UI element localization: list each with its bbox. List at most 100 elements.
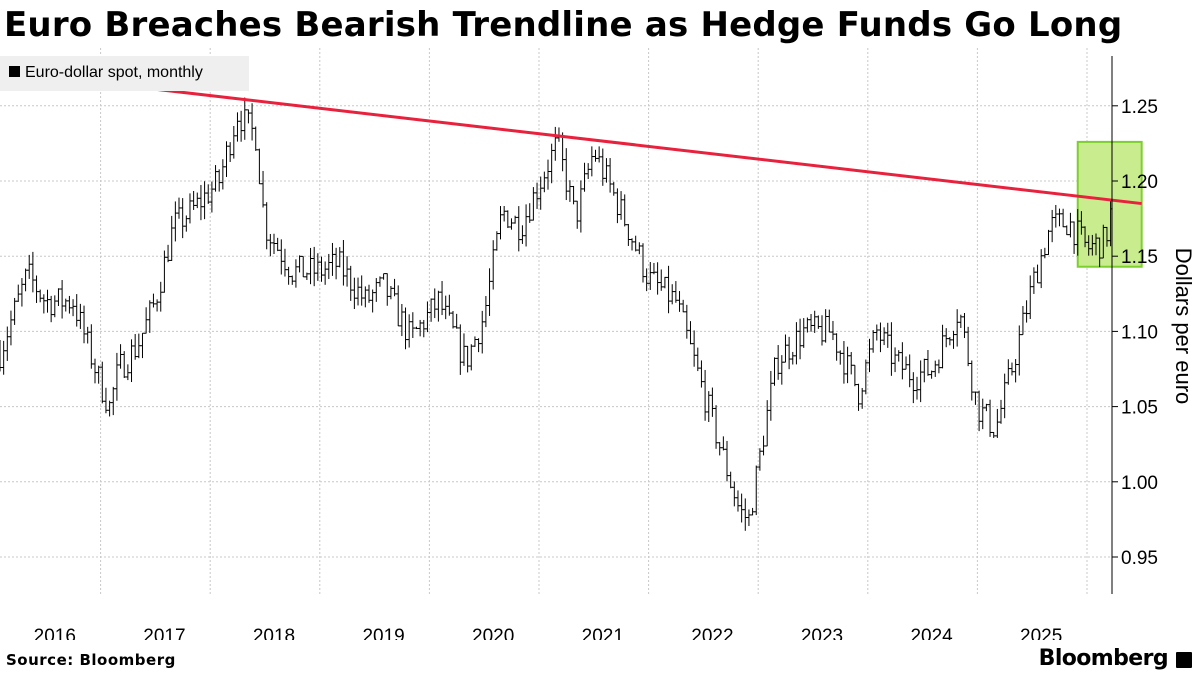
price-bar — [560, 132, 565, 172]
price-bar — [114, 352, 119, 401]
price-bar — [889, 322, 894, 376]
price-bar — [451, 311, 456, 329]
price-bar — [622, 194, 627, 227]
price-bar — [290, 275, 295, 285]
price-bar — [812, 310, 817, 333]
price-bar — [396, 285, 401, 327]
price-bar — [838, 350, 843, 365]
price-bar — [184, 215, 189, 232]
x-tick-label: 2018 — [253, 626, 295, 640]
price-bar — [546, 159, 550, 190]
price-bar — [860, 387, 865, 409]
y-tick-label: 1.20 — [1121, 172, 1158, 193]
price-bar — [410, 312, 415, 338]
price-bar — [38, 289, 43, 303]
legend: Euro-dollar spot, monthly — [0, 56, 249, 91]
price-bar — [377, 276, 382, 287]
price-bar — [820, 315, 824, 346]
price-bar — [432, 288, 437, 319]
price-bar — [801, 318, 806, 348]
price-bar — [1028, 275, 1033, 319]
price-bar — [597, 146, 602, 163]
price-bar — [293, 259, 298, 288]
price-bar — [593, 149, 598, 162]
price-bar — [1024, 300, 1029, 323]
price-bar — [640, 243, 645, 283]
price-bar — [162, 250, 167, 293]
price-bars — [0, 97, 1113, 531]
price-bar — [721, 436, 726, 451]
price-bar — [483, 296, 488, 328]
price-bar — [147, 300, 152, 333]
price-bar — [16, 284, 21, 302]
price-bar — [334, 247, 339, 280]
price-bar — [279, 239, 284, 275]
price-bar — [195, 192, 200, 209]
price-bar — [805, 317, 810, 333]
price-bar — [308, 247, 313, 285]
price-bar — [425, 301, 430, 333]
price-bar — [56, 288, 61, 307]
y-axis: 0.95 1.00 1.05 1.10 1.15 1.20 1.25 — [1111, 56, 1158, 594]
price-bar — [63, 298, 68, 312]
price-bar — [874, 324, 879, 341]
price-bar — [261, 170, 266, 208]
price-bar — [852, 364, 857, 387]
x-tick-label: 2024 — [910, 626, 953, 640]
price-bar — [502, 205, 507, 222]
price-bar — [955, 309, 960, 347]
price-bar — [984, 403, 989, 412]
price-bar — [82, 305, 87, 344]
price-bar — [370, 289, 375, 313]
price-bar — [480, 310, 485, 354]
price-bar — [999, 399, 1004, 424]
price-bar — [947, 337, 952, 346]
price-bar — [330, 242, 335, 276]
price-bar — [531, 187, 536, 221]
price-bar — [1031, 267, 1036, 294]
x-tick-label: 2025 — [1020, 626, 1062, 640]
price-bar — [206, 184, 211, 204]
price-bar — [790, 351, 795, 365]
price-bar — [356, 277, 361, 306]
price-bar — [60, 280, 65, 319]
price-bar — [849, 352, 854, 375]
price-bar — [78, 303, 83, 329]
price-bar — [787, 336, 792, 370]
price-bar — [144, 307, 149, 334]
price-bar — [392, 278, 397, 297]
price-bar — [1, 340, 6, 375]
x-tick-label: 2019 — [362, 626, 404, 640]
x-tick-label: 2020 — [472, 626, 514, 640]
price-bar — [505, 210, 510, 229]
price-bar — [1020, 306, 1025, 336]
price-bar — [472, 336, 477, 347]
price-bar — [85, 326, 90, 344]
price-bar — [345, 256, 350, 287]
price-bar — [228, 142, 233, 162]
price-bar — [359, 275, 364, 306]
legend-background — [0, 56, 249, 91]
price-bar — [582, 162, 587, 192]
price-bar — [1050, 209, 1055, 243]
price-bar — [662, 276, 667, 289]
price-bar — [995, 408, 1000, 438]
y-tick-label: 1.05 — [1121, 398, 1158, 419]
price-bar — [732, 481, 737, 507]
price-bar — [783, 334, 788, 363]
price-bar — [246, 109, 251, 124]
price-bar — [516, 206, 521, 252]
price-bar — [670, 284, 675, 305]
price-bar — [637, 242, 642, 255]
price-bar — [326, 253, 331, 280]
x-tick-label: 2022 — [691, 626, 733, 640]
price-bar — [352, 277, 357, 310]
price-bar — [827, 309, 832, 333]
price-bar — [74, 294, 79, 327]
price-bar — [699, 360, 704, 388]
price-bar — [776, 345, 781, 380]
price-bar — [794, 322, 799, 365]
price-bar — [604, 158, 609, 183]
price-bar — [633, 235, 638, 252]
price-bar — [904, 356, 909, 370]
